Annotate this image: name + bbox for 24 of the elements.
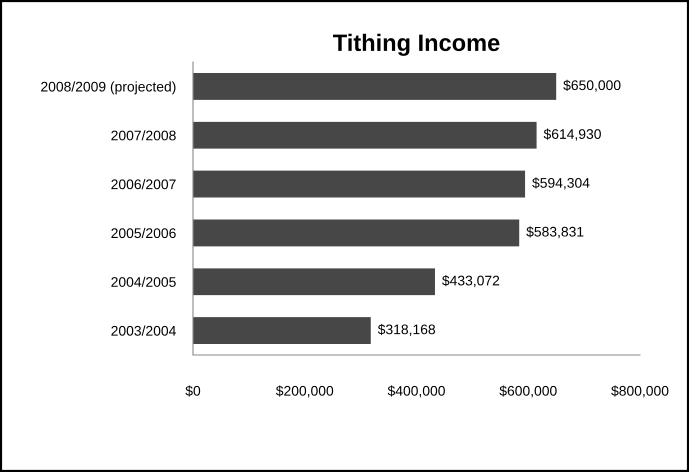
bar xyxy=(193,219,520,246)
y-tick-label: 2007/2008 xyxy=(111,130,176,140)
x-tick-label: $800,000 xyxy=(611,385,668,398)
x-tick-label: $200,000 xyxy=(276,385,334,398)
data-label: $614,930 xyxy=(544,128,601,141)
y-tick-label: 2004/2005 xyxy=(111,276,176,287)
x-tick-label: $0 xyxy=(185,385,200,397)
bar xyxy=(193,72,556,100)
y-tick-label: 2005/2006 xyxy=(111,228,176,238)
data-label: $650,000 xyxy=(563,80,621,92)
bar xyxy=(193,268,435,296)
x-tick-label: $400,000 xyxy=(388,385,445,398)
data-label: $594,304 xyxy=(532,177,590,190)
bar xyxy=(193,317,371,344)
data-label: $318,168 xyxy=(378,324,436,336)
bar xyxy=(193,170,526,198)
data-label: $583,831 xyxy=(526,226,584,238)
bar xyxy=(193,122,537,149)
y-tick-label: 2003/2004 xyxy=(111,326,176,336)
y-tick-label: 2008/2009 (projected) xyxy=(41,81,176,94)
x-tick-label: $600,000 xyxy=(499,385,557,398)
chart-title: Tithing Income xyxy=(333,34,500,56)
data-label: $433,072 xyxy=(442,275,500,288)
y-tick-label: 2006/2007 xyxy=(111,179,176,190)
